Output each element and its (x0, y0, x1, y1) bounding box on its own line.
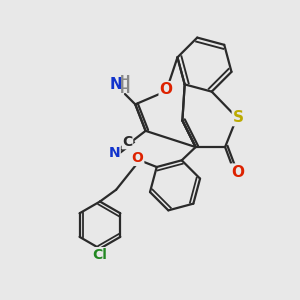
Text: N: N (109, 77, 122, 92)
Text: S: S (233, 110, 244, 125)
Text: O: O (231, 165, 244, 180)
Text: O: O (131, 151, 143, 165)
Text: H: H (120, 83, 131, 96)
Text: Cl: Cl (92, 248, 107, 262)
Text: H: H (120, 74, 131, 87)
Text: O: O (160, 82, 173, 97)
Text: C: C (122, 135, 133, 148)
Text: N: N (109, 146, 120, 160)
